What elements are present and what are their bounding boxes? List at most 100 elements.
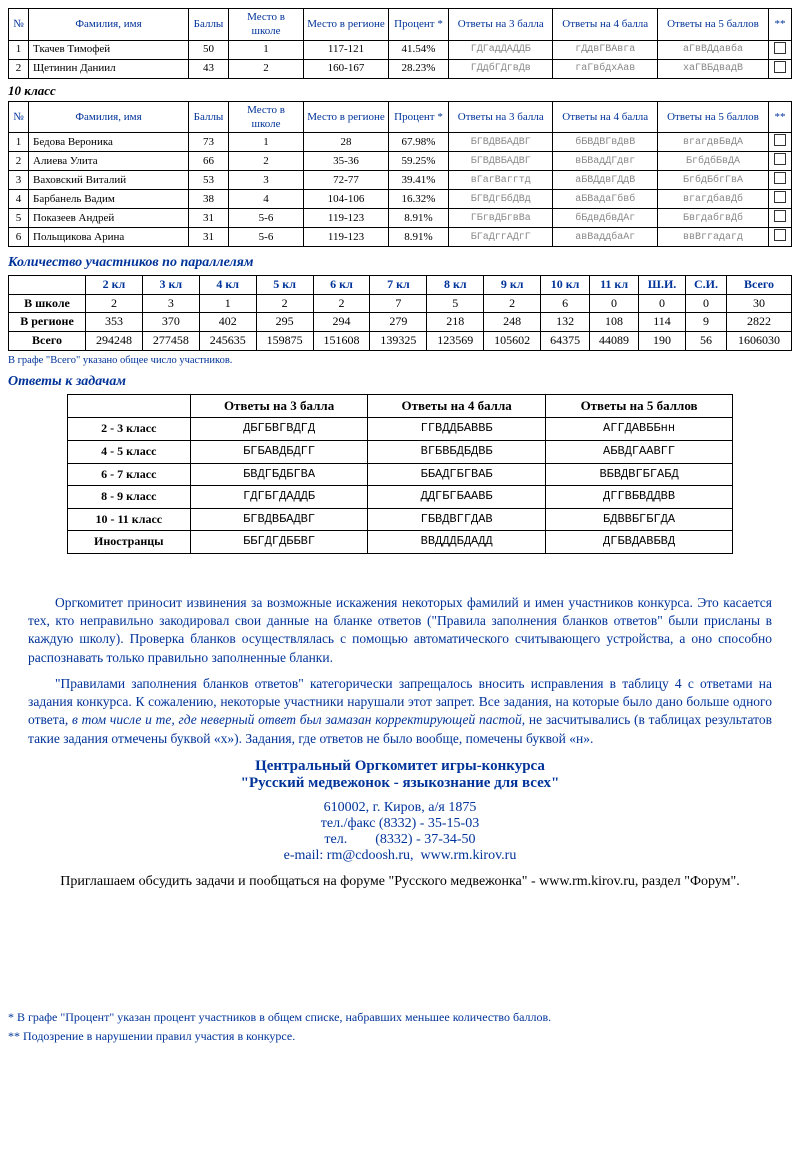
answers-col-0	[67, 394, 190, 418]
answers-5: ДГГВБВДДВВ	[545, 486, 732, 509]
counts-cell: 44089	[590, 331, 639, 350]
counts-col-8: 9 кл	[484, 276, 541, 295]
results-table-10: № Фамилия, имя Баллы Место в школе Место…	[8, 101, 792, 248]
checkbox-icon	[774, 172, 786, 184]
counts-cell: 5	[427, 294, 484, 313]
cell-region-place: 117-121	[304, 40, 389, 59]
table-row: 2Алиева Улита66235-3659.25%БГВДВБАДВГвБВ…	[9, 152, 792, 171]
counts-cell: 0	[639, 294, 686, 313]
counts-cell: 139325	[370, 331, 427, 350]
cell-percent: 41.54%	[389, 40, 449, 59]
answers-row: 4 - 5 классБГБАВДБДГГВГБВБДБДВБАБВДГААВГ…	[67, 441, 732, 464]
col-percent: Процент *	[389, 101, 449, 133]
answers-row: 2 - 3 классДБГБВГВДГДГГВДДБАВВБАГГДАВББн…	[67, 418, 732, 441]
cell-percent: 67.98%	[389, 133, 449, 152]
cell-region-place: 119-123	[304, 228, 389, 247]
cell-num: 2	[9, 152, 29, 171]
cell-percent: 16.32%	[389, 190, 449, 209]
cell-name: Показеев Андрей	[29, 209, 189, 228]
grade10-title: 10 класс	[8, 83, 792, 99]
col-region-place: Место в регионе	[304, 101, 389, 133]
counts-cell: 277458	[142, 331, 199, 350]
col-school-place: Место в школе	[229, 101, 304, 133]
counts-cell: 105602	[484, 331, 541, 350]
counts-title: Количество участников по параллелям	[8, 255, 792, 271]
body-text: Оргкомитет приносит извинения за возможн…	[28, 594, 772, 748]
col-ans4: Ответы на 4 балла	[553, 9, 657, 41]
counts-cell: 248	[484, 313, 541, 332]
answers-4: ВГБВБДБДВБ	[368, 441, 546, 464]
table-row: 5Показеев Андрей315-6119-1238.91%ГБгвДБг…	[9, 209, 792, 228]
answers-3: БГВДВБАДВГ	[190, 508, 368, 531]
col-stars: **	[769, 101, 792, 133]
cell-name: Бедова Вероника	[29, 133, 189, 152]
counts-cell: 1	[199, 294, 256, 313]
answers-3: БВДГБДБГВА	[190, 463, 368, 486]
cell-name: Щетинин Даниил	[29, 59, 189, 78]
cell-school-place: 1	[229, 40, 304, 59]
footnote-2: ** Подозрение в нарушении правил участия…	[8, 1029, 792, 1044]
cell-school-place: 3	[229, 171, 304, 190]
cell-ans5: БгбдбБвДА	[657, 152, 768, 171]
answers-title: Ответы к задачам	[8, 374, 792, 390]
answers-row-label: 2 - 3 класс	[67, 418, 190, 441]
answers-4: ГБВДВГГДАВ	[368, 508, 546, 531]
cell-checkbox	[769, 133, 792, 152]
answers-row: ИностранцыББГДГДББВГВВДДДБДАДДДГБВДАВБВД	[67, 531, 732, 554]
cell-checkbox	[769, 190, 792, 209]
counts-row-label: В регионе	[9, 313, 86, 332]
results-header-row: № Фамилия, имя Баллы Место в школе Место…	[9, 101, 792, 133]
invite-text: Приглашаем обсудить задачи и пообщаться …	[28, 874, 772, 890]
counts-cell: 123569	[427, 331, 484, 350]
cell-school-place: 5-6	[229, 209, 304, 228]
cell-ans5: ввВггадагд	[657, 228, 768, 247]
cell-checkbox	[769, 40, 792, 59]
cell-region-place: 28	[304, 133, 389, 152]
footnotes: * В графе "Процент" указан процент участ…	[8, 1010, 792, 1044]
table-row: 1Ткачев Тимофей501117-12141.54%ГДГадДАДД…	[9, 40, 792, 59]
col-num: №	[9, 9, 29, 41]
col-ans3: Ответы на 3 балла	[449, 101, 553, 133]
col-ans5: Ответы на 5 баллов	[657, 9, 768, 41]
answers-col-1: Ответы на 3 балла	[190, 394, 368, 418]
cell-ans5: аГвВДдавба	[657, 40, 768, 59]
answers-5: ДГБВДАВБВД	[545, 531, 732, 554]
cell-num: 1	[9, 133, 29, 152]
answers-5: АБВДГААВГГ	[545, 441, 732, 464]
col-stars: **	[769, 9, 792, 41]
checkbox-icon	[774, 134, 786, 146]
col-percent: Процент *	[389, 9, 449, 41]
answers-5: БДВВБГБГДА	[545, 508, 732, 531]
cell-ans4: вБВадДГдвг	[553, 152, 657, 171]
answers-4: ГГВДДБАВВБ	[368, 418, 546, 441]
cell-checkbox	[769, 228, 792, 247]
counts-table: 2 кл3 кл4 кл5 кл6 кл7 кл8 кл9 кл10 кл11 …	[8, 275, 792, 350]
contact-2: тел./факс (8332) - 35-15-03	[8, 816, 792, 832]
cell-name: Ваховский Виталий	[29, 171, 189, 190]
counts-cell: 108	[590, 313, 639, 332]
answers-4: ДДГБГБААВБ	[368, 486, 546, 509]
counts-col-1: 2 кл	[86, 276, 143, 295]
counts-cell: 370	[142, 313, 199, 332]
contact-3: тел. (8332) - 37-34-50	[8, 832, 792, 848]
cell-school-place: 5-6	[229, 228, 304, 247]
counts-col-12: С.И.	[686, 276, 727, 295]
cell-percent: 28.23%	[389, 59, 449, 78]
answers-4: ВВДДДБДАДД	[368, 531, 546, 554]
cell-ans4: аБВадаГбвб	[553, 190, 657, 209]
counts-row: В регионе3533704022952942792182481321081…	[9, 313, 792, 332]
cell-ans3: вГагВаггтд	[449, 171, 553, 190]
counts-col-0	[9, 276, 86, 295]
counts-cell: 1606030	[727, 331, 792, 350]
counts-cell: 30	[727, 294, 792, 313]
counts-cell: 294	[313, 313, 370, 332]
col-name: Фамилия, имя	[29, 101, 189, 133]
col-ans3: Ответы на 3 балла	[449, 9, 553, 41]
counts-cell: 159875	[256, 331, 313, 350]
table-row: 2Щетинин Даниил432160-16728.23%ГДдбГДгвД…	[9, 59, 792, 78]
cell-ans3: ГБгвДБгвВа	[449, 209, 553, 228]
cell-name: Ткачев Тимофей	[29, 40, 189, 59]
counts-cell: 402	[199, 313, 256, 332]
cell-percent: 39.41%	[389, 171, 449, 190]
col-score: Баллы	[189, 101, 229, 133]
